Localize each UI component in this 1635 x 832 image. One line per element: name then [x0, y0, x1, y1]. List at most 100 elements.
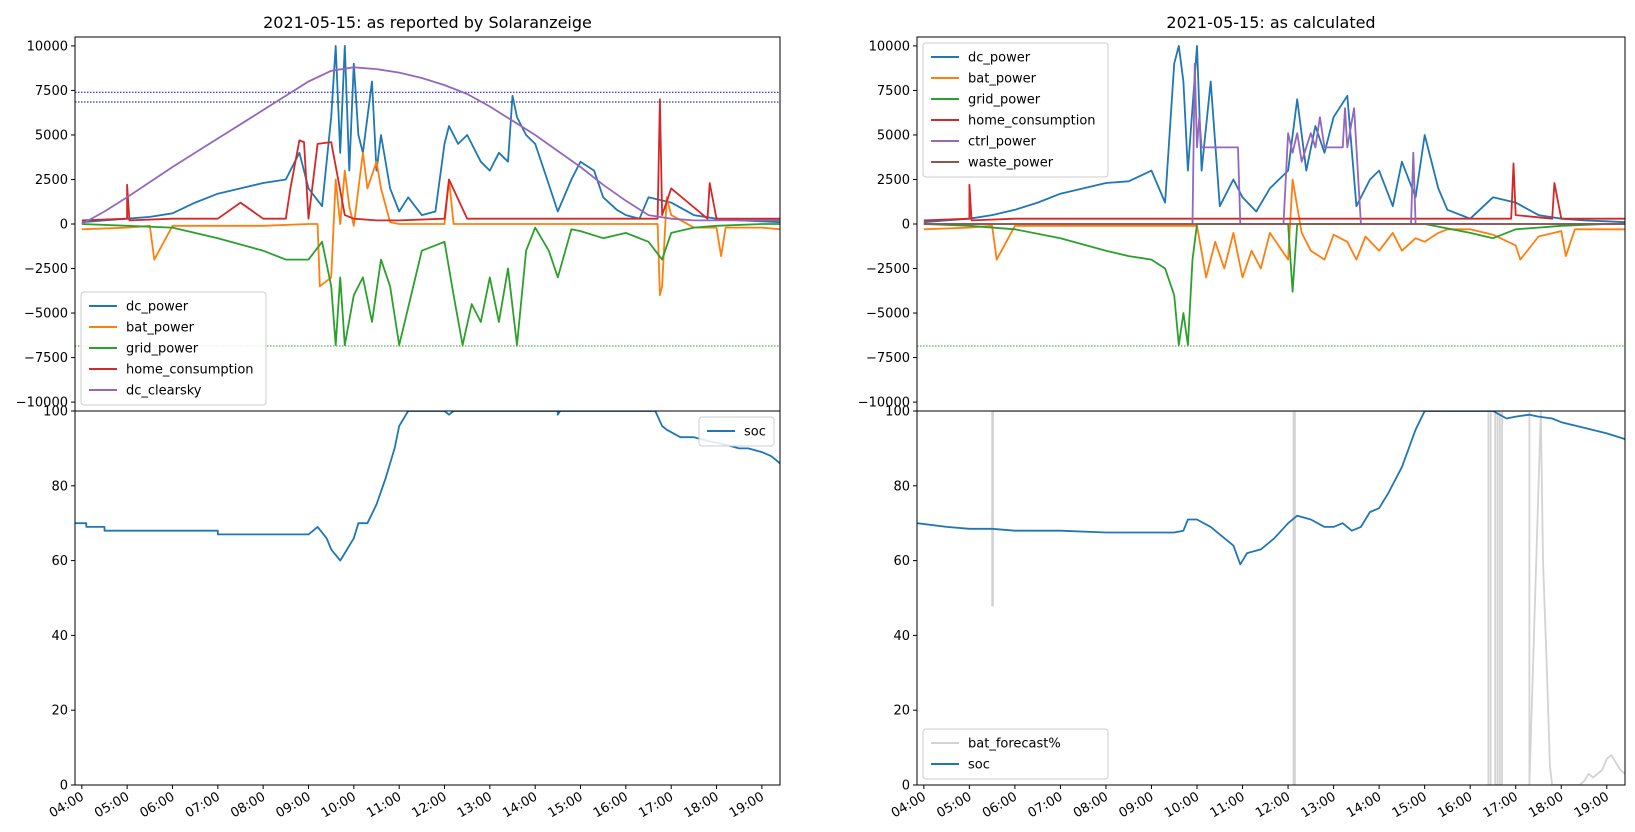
y-tick-label: −7500	[866, 351, 910, 366]
series-line-bat-power	[81, 151, 780, 297]
x-tick-label: 11:00	[364, 789, 404, 821]
legend: dc_power bat_power grid_power home_consumpt…	[80, 291, 267, 406]
legend-label: waste_power	[968, 156, 1054, 171]
y-tick-label: −10000	[16, 396, 68, 411]
y-tick-label: 100	[43, 405, 68, 420]
legend-label: soc	[968, 758, 990, 773]
series-line-bat-forecast-	[991, 411, 1625, 785]
y-tick-label: 5000	[877, 128, 910, 143]
legend-label: home_consumption	[968, 114, 1096, 129]
legend-box	[922, 42, 1109, 178]
chart-title: 2021-05-15: as reported by Solaranzeige	[263, 13, 592, 32]
chart-top_left: 2021-05-15: as reported by Solaranzeige −…	[16, 13, 781, 412]
x-tick-label: 07:00	[1025, 789, 1065, 821]
x-tick-label: 05:00	[92, 789, 132, 821]
y-tick-label: 0	[902, 218, 910, 233]
x-tick-label: 08:00	[228, 789, 268, 821]
x-tick-label: 06:00	[138, 789, 178, 821]
y-tick-label: −2500	[24, 262, 68, 277]
x-tick-label: 17:00	[636, 789, 676, 821]
series-line-home-consumption	[81, 98, 780, 222]
legend-box	[698, 416, 775, 447]
plot-area	[75, 411, 780, 562]
x-tick-label: 17:00	[1481, 789, 1521, 821]
y-tick-label: −10000	[858, 396, 910, 411]
y-tick-label: 20	[893, 704, 910, 719]
legend: bat_forecast%soc	[922, 728, 1109, 780]
legend-label: bat_power	[126, 321, 195, 336]
y-tick-label: 7500	[35, 84, 68, 99]
y-tick-label: −7500	[24, 351, 68, 366]
x-tick-label: 18:00	[1526, 789, 1566, 821]
y-tick-label: 0	[60, 218, 68, 233]
series-line-dc-clearsky	[81, 66, 780, 225]
y-tick-label: 40	[51, 629, 68, 644]
y-tick-label: 7500	[877, 84, 910, 99]
x-tick-label: 19:00	[1572, 789, 1612, 821]
series-line-soc	[917, 411, 1625, 566]
x-tick-label: 11:00	[1208, 789, 1248, 821]
legend: dc_power bat_power grid_power home_consumpt…	[922, 42, 1109, 178]
y-tick-label: 60	[51, 554, 68, 569]
y-tick-label: 10000	[869, 39, 910, 54]
legend-label: dc_clearsky	[126, 384, 202, 399]
legend-label: home_consumption	[126, 363, 254, 378]
x-tick-label: 06:00	[980, 789, 1020, 821]
x-tick-label: 05:00	[934, 789, 974, 821]
axes-frame	[74, 410, 781, 786]
y-tick-label: 0	[902, 779, 910, 794]
y-tick-label: 2500	[877, 173, 910, 188]
axes-frame	[916, 410, 1626, 786]
x-tick-label: 12:00	[1253, 789, 1293, 821]
series-line-soc	[75, 411, 780, 562]
x-tick-label: 13:00	[1299, 789, 1339, 821]
x-tick-label: 10:00	[319, 789, 359, 821]
chart-top_right: 2021-05-15: as calculated −10000 −7500 −500…	[858, 13, 1626, 412]
series-line-bat-power	[923, 178, 1625, 279]
series-line-grid-power	[923, 223, 1625, 347]
series-line-dc-power	[81, 45, 780, 224]
legend-label: bat_forecast%	[968, 737, 1061, 752]
y-tick-label: 10000	[27, 39, 68, 54]
series-line-home-consumption	[923, 162, 1625, 222]
legend-label: bat_power	[968, 72, 1037, 87]
chart-bottom_left: 0 20 40 60 80 100 04:00 05:00 06:00 07:00 08:00 09:…	[43, 405, 781, 821]
x-tick-label: 16:00	[591, 789, 631, 821]
x-tick-label: 15:00	[1390, 789, 1430, 821]
legend-label: soc	[744, 425, 766, 440]
chart-title: 2021-05-15: as calculated	[1166, 13, 1375, 32]
legend-label: dc_power	[968, 51, 1031, 66]
plot-area	[917, 45, 1625, 347]
y-tick-label: 5000	[35, 128, 68, 143]
y-tick-label: 2500	[35, 173, 68, 188]
x-tick-label: 04:00	[47, 789, 87, 821]
x-tick-label: 09:00	[1117, 789, 1157, 821]
series-line-dc-power	[923, 45, 1625, 224]
x-tick-label: 04:00	[889, 789, 929, 821]
x-tick-label: 08:00	[1071, 789, 1111, 821]
x-tick-label: 12:00	[410, 789, 450, 821]
x-tick-label: 19:00	[727, 789, 767, 821]
chart-bottom_right: 0 20 40 60 80 100 04:00 05:00 06:00 07:00 08:00 09:…	[885, 405, 1626, 821]
x-tick-label: 13:00	[455, 789, 495, 821]
legend-box	[922, 728, 1109, 780]
legend: soc	[698, 416, 775, 447]
legend-box	[80, 291, 267, 406]
y-tick-label: 80	[51, 479, 68, 494]
y-tick-label: 100	[885, 405, 910, 420]
x-tick-label: 09:00	[274, 789, 314, 821]
y-tick-label: 40	[893, 629, 910, 644]
plot-area	[75, 45, 780, 347]
legend-label: dc_power	[126, 300, 189, 315]
y-tick-label: 80	[893, 479, 910, 494]
x-tick-label: 14:00	[1344, 789, 1384, 821]
x-tick-label: 10:00	[1162, 789, 1202, 821]
y-tick-label: 20	[51, 704, 68, 719]
y-tick-label: −2500	[866, 262, 910, 277]
y-tick-label: −5000	[24, 307, 68, 322]
x-tick-label: 14:00	[500, 789, 540, 821]
x-tick-label: 18:00	[682, 789, 722, 821]
x-tick-label: 07:00	[183, 789, 223, 821]
legend-label: ctrl_power	[968, 135, 1037, 150]
